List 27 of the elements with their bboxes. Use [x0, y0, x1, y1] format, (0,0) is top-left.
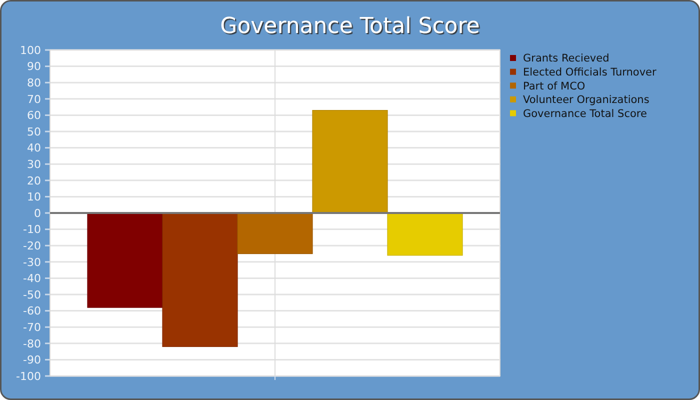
legend-label: Elected Officials Turnover: [523, 66, 657, 78]
y-tick-label: -20: [23, 239, 41, 252]
y-tick-label: 20: [27, 174, 41, 188]
legend-label: Part of MCO: [523, 80, 586, 92]
y-tick-label: -80: [23, 337, 41, 350]
y-tick-label: -70: [23, 320, 41, 334]
y-tick-label: 50: [27, 125, 41, 138]
y-tick-label: -10: [23, 223, 41, 236]
y-tick-label: -40: [23, 272, 41, 286]
y-tick-label: -90: [23, 354, 41, 367]
chart-title: Governance Total Score: [220, 14, 480, 39]
y-tick-label: 10: [27, 190, 41, 204]
y-tick-label: -60: [23, 304, 41, 318]
y-tick-label: 100: [20, 44, 41, 57]
legend-label: Governance Total Score: [523, 108, 647, 120]
legend-label: Volunteer Organizations: [523, 94, 650, 106]
y-tick-label: 30: [27, 158, 41, 171]
y-tick-label: -100: [16, 370, 41, 383]
y-tick-label: 80: [27, 76, 41, 90]
y-tick-label: -30: [23, 256, 41, 269]
legend-label: Grants Recieved: [523, 52, 610, 65]
y-tick-label: 70: [27, 92, 41, 106]
y-tick-label: 0: [34, 206, 41, 220]
y-tick-label: 90: [27, 60, 41, 74]
y-tick-label: 40: [27, 142, 41, 155]
y-tick-label: -50: [23, 288, 41, 302]
y-tick-label: 60: [27, 109, 41, 122]
